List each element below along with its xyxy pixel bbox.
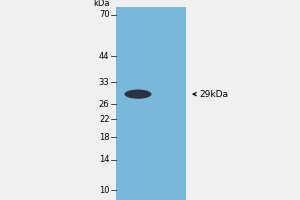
- Text: 10: 10: [99, 186, 110, 195]
- Text: 14: 14: [99, 155, 110, 164]
- Text: 22: 22: [99, 115, 110, 124]
- Text: 29kDa: 29kDa: [200, 90, 229, 99]
- Text: 26: 26: [99, 100, 110, 109]
- Text: 70: 70: [99, 10, 110, 19]
- Ellipse shape: [124, 90, 152, 99]
- Text: 33: 33: [99, 78, 110, 87]
- Text: 18: 18: [99, 133, 110, 142]
- Text: kDa: kDa: [93, 0, 110, 8]
- Bar: [116, 7, 186, 200]
- Text: 44: 44: [99, 52, 110, 61]
